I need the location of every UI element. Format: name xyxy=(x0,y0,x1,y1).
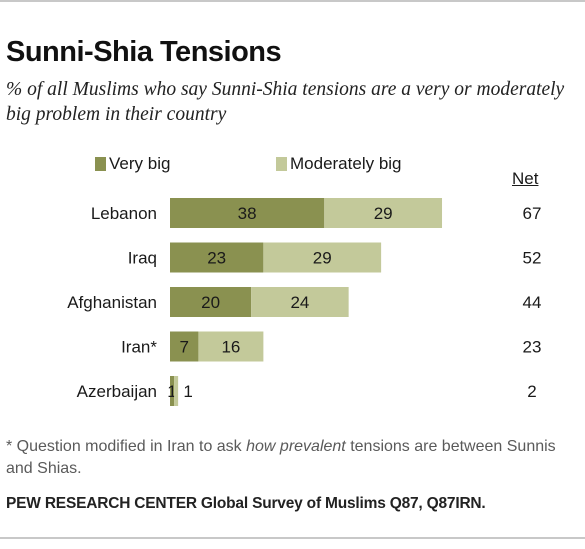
net-value-afghanistan: 44 xyxy=(523,293,542,312)
legend-label-very-big: Very big xyxy=(109,154,171,173)
data-label-moderately-big-azerbaijan: 1 xyxy=(183,382,192,401)
top-divider xyxy=(0,0,585,2)
category-label-afghanistan: Afghanistan xyxy=(67,293,157,312)
bar-moderately-big-iraq xyxy=(263,242,382,273)
bar-very-big-azerbaijan xyxy=(170,376,175,406)
data-label-very-big-iran: 7 xyxy=(179,338,188,357)
bar-moderately-big-azerbaijan xyxy=(174,376,179,406)
data-label-very-big-afghanistan: 20 xyxy=(201,293,220,312)
data-label-moderately-big-iraq: 29 xyxy=(313,249,332,268)
data-label-moderately-big-afghanistan: 24 xyxy=(290,293,309,312)
category-label-iraq: Iraq xyxy=(128,249,157,268)
chart-subtitle: % of all Muslims who say Sunni-Shia tens… xyxy=(6,79,565,125)
footnote-suffix: tensions are between Sunnis and Shias. xyxy=(6,438,556,477)
bar-moderately-big-iran xyxy=(198,331,264,362)
footnote-emphasis: how prevalent xyxy=(246,438,346,455)
bar-very-big-lebanon xyxy=(170,198,325,228)
data-label-moderately-big-lebanon: 29 xyxy=(374,204,393,223)
net-value-azerbaijan: 2 xyxy=(527,382,536,401)
category-label-iran: Iran* xyxy=(121,338,157,357)
legend-moderately-big: Moderately big xyxy=(276,154,402,174)
legend-very-big: Very big xyxy=(95,154,170,174)
bar-moderately-big-afghanistan xyxy=(251,287,349,317)
bar-very-big-afghanistan xyxy=(170,287,252,317)
legend-swatch-very-big xyxy=(95,157,106,171)
category-label-lebanon: Lebanon xyxy=(91,204,157,223)
data-label-very-big-iraq: 23 xyxy=(207,249,226,268)
legend-label-moderately-big: Moderately big xyxy=(290,154,402,173)
chart-title: Sunni-Shia Tensions xyxy=(6,36,282,68)
category-label-azerbaijan: Azerbaijan xyxy=(77,382,157,401)
bottom-divider xyxy=(0,537,585,539)
footnote: * Question modified in Iran to ask how p… xyxy=(6,436,576,480)
net-column-header: Net xyxy=(512,169,539,188)
net-value-lebanon: 67 xyxy=(523,204,542,223)
data-label-moderately-big-iran: 16 xyxy=(221,338,240,357)
bar-very-big-iraq xyxy=(170,242,264,273)
data-label-very-big-lebanon: 38 xyxy=(238,204,257,223)
net-value-iraq: 52 xyxy=(523,249,542,268)
bar-moderately-big-lebanon xyxy=(324,198,443,228)
bar-very-big-iran xyxy=(170,331,199,362)
legend-swatch-moderately-big xyxy=(276,157,287,171)
footnote-prefix: * Question modified in Iran to ask xyxy=(6,438,247,455)
net-value-iran: 23 xyxy=(523,338,542,357)
source-line: PEW RESEARCH CENTER Global Survey of Mus… xyxy=(6,495,486,512)
data-label-very-big-azerbaijan: 1 xyxy=(167,382,176,401)
